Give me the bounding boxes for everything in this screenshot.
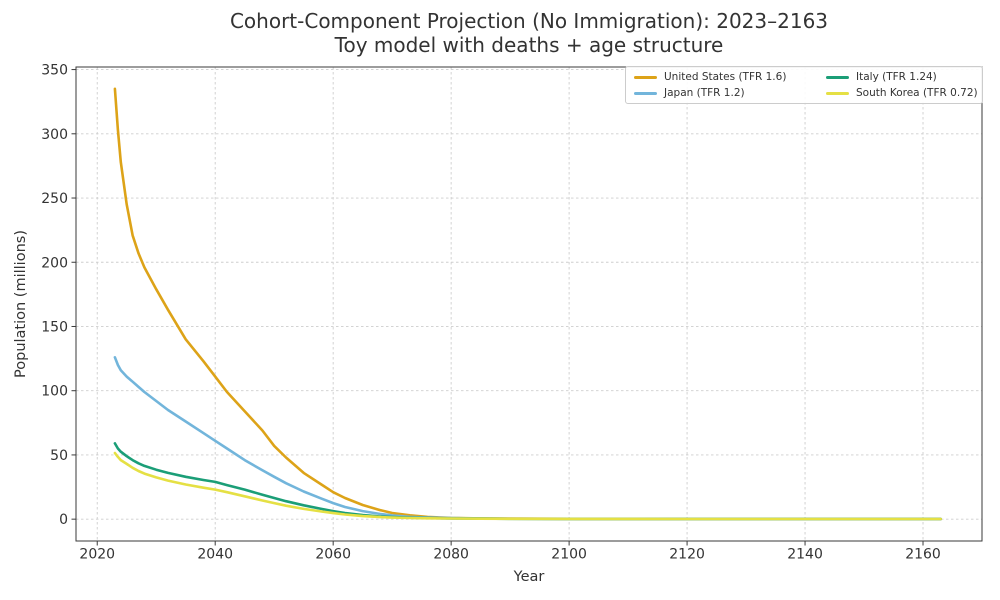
tick-label-y-200: 200 [41, 255, 68, 271]
y-axis-label: Population (millions) [13, 230, 29, 378]
tick-label-x-2020: 2020 [79, 547, 115, 563]
tick-label-y-50: 50 [50, 448, 68, 464]
series-line-south-korea-tfr-0-72- [113, 451, 942, 521]
x-axis-label: Year [513, 569, 545, 585]
legend-label-united-states-tfr-1-6-: United States (TFR 1.6) [664, 71, 787, 83]
spines-group [75, 66, 983, 542]
legend-swatch-united-states-tfr-1-6- [634, 75, 657, 79]
tick-label-x-2080: 2080 [433, 547, 469, 563]
tick-label-y-0: 0 [59, 512, 68, 528]
series-line-united-states-tfr-1-6- [113, 87, 942, 521]
tick-label-x-2040: 2040 [197, 547, 233, 563]
tick-label-x-2100: 2100 [551, 547, 587, 563]
axes-frame [75, 66, 983, 542]
tick-label-x-2060: 2060 [315, 547, 351, 563]
series-group [113, 87, 942, 521]
legend-entry-south-korea-tfr-0-72-: South Korea (TFR 0.72) [826, 87, 978, 99]
chart-title: Cohort-Component Projection (No Immigrat… [230, 9, 828, 33]
tick-label-y-100: 100 [41, 384, 68, 400]
tick-label-y-350: 350 [41, 63, 68, 79]
legend-swatch-japan-tfr-1-2- [634, 91, 657, 95]
tick-label-y-150: 150 [41, 319, 68, 335]
tick-labels-group: 2020 2040 2060 2080 2100 2120 2140 2160 0 50 100 15… [41, 63, 941, 563]
tick-label-x-2120: 2120 [669, 547, 705, 563]
gridlines-group [76, 67, 982, 541]
legend: United States (TFR 1.6) Japan (TFR 1.2) It… [625, 66, 983, 104]
legend-label-south-korea-tfr-0-72-: South Korea (TFR 0.72) [856, 87, 978, 99]
legend-entry-japan-tfr-1-2-: Japan (TFR 1.2) [634, 87, 826, 99]
legend-label-japan-tfr-1-2-: Japan (TFR 1.2) [664, 87, 745, 99]
tick-label-y-250: 250 [41, 191, 68, 207]
tick-label-x-2160: 2160 [905, 547, 941, 563]
chart-subtitle: Toy model with deaths + age structure [334, 33, 724, 57]
legend-label-italy-tfr-1-24-: Italy (TFR 1.24) [856, 71, 937, 83]
legend-swatch-south-korea-tfr-0-72- [826, 91, 849, 95]
ticks-group [71, 69, 924, 546]
tick-label-y-300: 300 [41, 127, 68, 143]
tick-label-x-2140: 2140 [787, 547, 823, 563]
legend-entry-united-states-tfr-1-6-: United States (TFR 1.6) [634, 71, 826, 83]
legend-entry-italy-tfr-1-24-: Italy (TFR 1.24) [826, 71, 978, 83]
legend-swatch-italy-tfr-1-24- [826, 75, 849, 79]
